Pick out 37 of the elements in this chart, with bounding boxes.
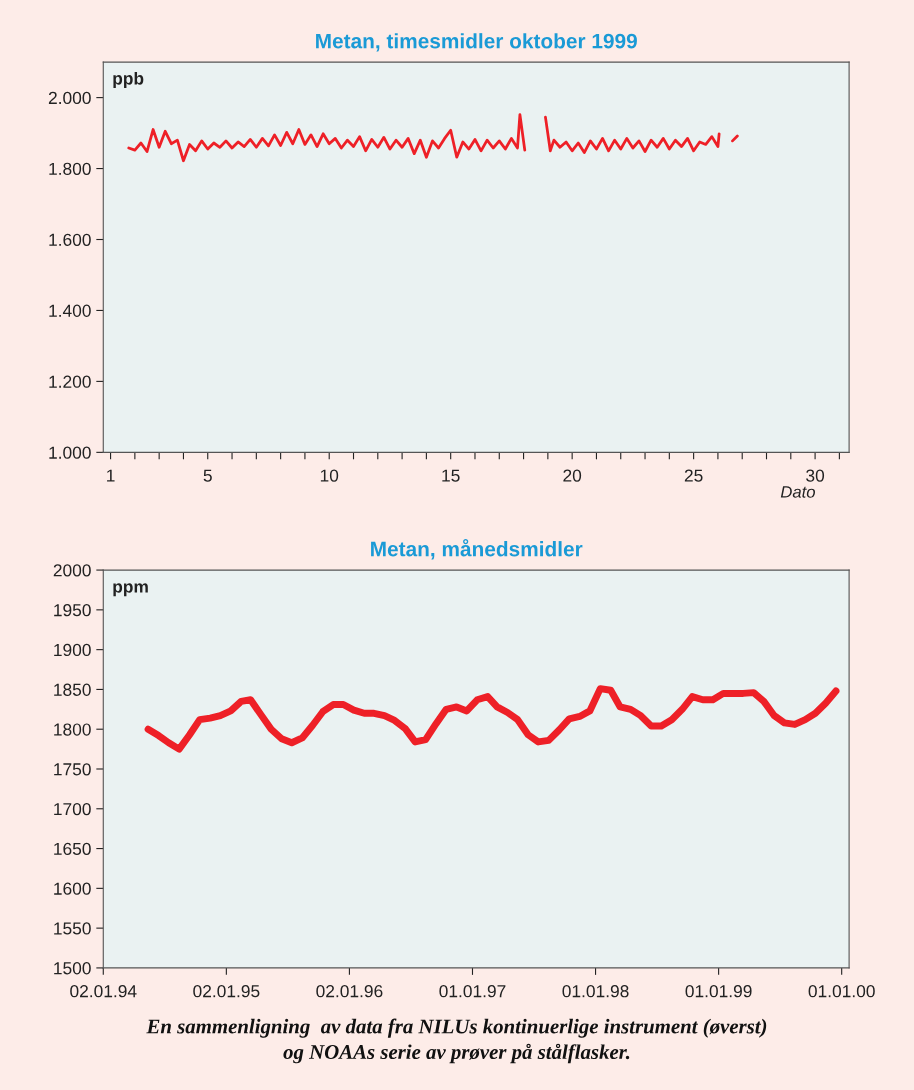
x-tick-label: 15 xyxy=(442,469,460,482)
y-tick-label: 1650 xyxy=(54,842,91,856)
y-tick-label: 1.000 xyxy=(49,446,91,459)
y-tick-label: 1.200 xyxy=(49,375,91,388)
y-tick-label: 2.000 xyxy=(48,91,91,105)
x-tick-label: 01.01.00 xyxy=(808,985,875,998)
y-tick-label: 1.800 xyxy=(49,162,91,176)
y-tick-label: 1600 xyxy=(54,882,91,895)
y-tick-label: 1700 xyxy=(54,802,91,816)
y-tick-label: 1.400 xyxy=(49,304,91,317)
x-tick-label: 25 xyxy=(684,469,703,482)
x-tick-label: 02.01.94 xyxy=(70,985,137,998)
y-tick-label: 1750 xyxy=(54,763,91,776)
chart-title: Metan, månedsmidler xyxy=(371,539,583,560)
y-tick-label: 1550 xyxy=(54,922,91,935)
x-tick-label: 30 xyxy=(806,469,825,482)
y-axis-title: ppm xyxy=(113,583,148,597)
x-tick-label: 01.01.98 xyxy=(562,985,629,998)
y-tick-label: 1500 xyxy=(54,962,91,975)
x-tick-label: 10 xyxy=(320,469,339,482)
x-tick-label: 01.01.99 xyxy=(685,985,752,998)
chart-title: Metan, timesmidler oktober 1999 xyxy=(316,33,637,52)
x-tick-label: 1 xyxy=(107,469,115,482)
x-tick-label: 02.01.95 xyxy=(193,985,260,998)
x-axis-title: Dato xyxy=(780,486,816,498)
y-tick-label: 1800 xyxy=(54,723,91,736)
y-axis-title: ppb xyxy=(113,71,144,89)
x-tick-label: 20 xyxy=(563,469,582,482)
y-tick-label: 1850 xyxy=(54,683,91,696)
y-tick-label: 2000 xyxy=(53,564,91,577)
x-tick-label: 01.01.97 xyxy=(439,985,506,998)
y-tick-label: 1.600 xyxy=(49,233,91,246)
y-tick-label: 1900 xyxy=(54,643,91,657)
x-tick-label: 5 xyxy=(203,469,212,482)
x-tick-label: 02.01.96 xyxy=(316,985,383,998)
y-tick-label: 1950 xyxy=(54,604,91,617)
text: En sammenligning av data fra NILUs kontinuerlige instrument (øverst) og NOAAs serie av prøver på stålflasker. xyxy=(146,1018,767,1064)
